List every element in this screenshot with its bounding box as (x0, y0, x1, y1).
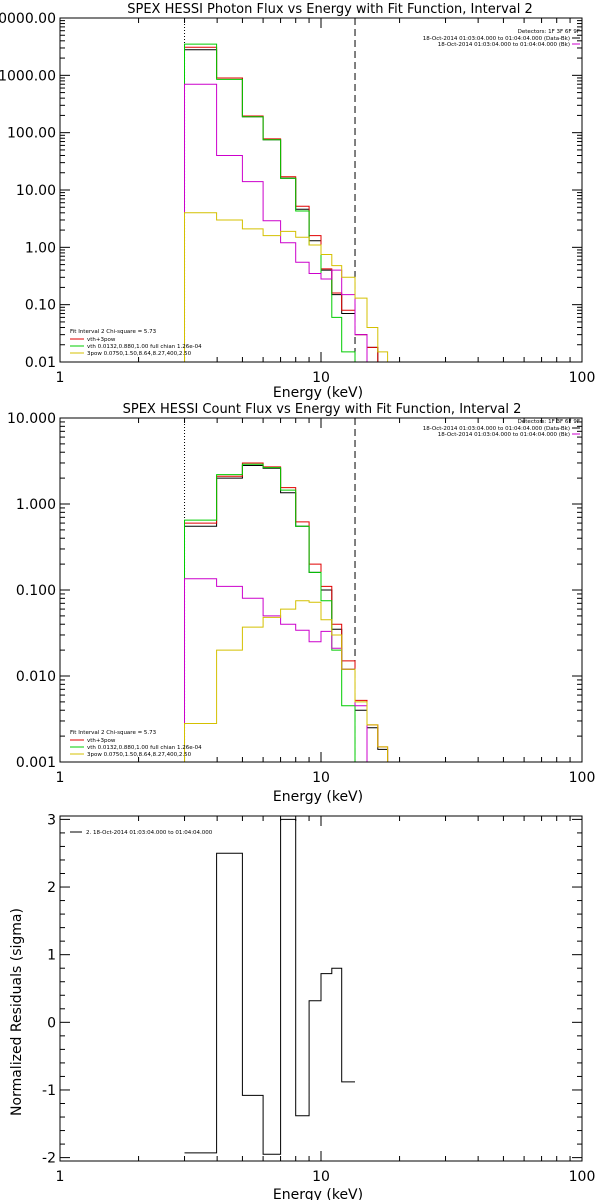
y-tick-label: 0.01 (25, 355, 56, 371)
series-thermal (184, 578, 368, 762)
legend: Fit Interval 2 Chi-square = 5.73 vth+3po… (70, 730, 202, 758)
legend-total-label: vth+3pow (87, 738, 116, 744)
series-bpow (184, 212, 389, 362)
legend-bpow-label: 3pow 0.0750,1.50,8.64,8.27,400,2.50 (87, 752, 192, 758)
series-total (184, 462, 389, 762)
series-data (184, 465, 389, 762)
x-tick-label: 10 (312, 370, 330, 386)
x-axis-label: Energy (keV) (273, 789, 363, 805)
axis-ticks: 1 10 100 10.000 1.000 0.100 0.010 0.001 (7, 411, 595, 786)
series-total (184, 46, 379, 362)
y-tick-label: -2 (42, 1151, 56, 1167)
data-interval-label: 18-Oct-2014 01:03:04.000 to 01:04:04.000… (423, 36, 570, 42)
legend-total-label: vth+3pow (87, 337, 116, 343)
y-tick-label: 0.100 (16, 583, 56, 599)
plot-area (184, 418, 389, 762)
axes-box (59, 17, 583, 363)
y-tick-label: 0.010 (16, 669, 56, 685)
legend-title: Fit Interval 2 Chi-square = 5.73 (70, 329, 157, 335)
legend-vth-label: vth 0.0132,0.880,1.00 full chian 1.26e-0… (87, 745, 202, 751)
x-axis-label: Energy (keV) (273, 385, 363, 401)
photon-flux-panel: SPEX HESSI Photon Flux vs Energy with Fi… (0, 2, 595, 401)
x-tick-label: 100 (569, 770, 596, 786)
bk-interval-label: 18-Oct-2014 01:03:04.000 to 01:04:04.000… (438, 432, 570, 438)
data-interval-label: 18-Oct-2014 01:03:04.000 to 01:04:04.000… (423, 426, 570, 432)
x-tick-label: 1 (56, 370, 65, 386)
plot-area (184, 18, 389, 362)
count-flux-panel: SPEX HESSI Count Flux vs Energy with Fit… (7, 402, 595, 805)
y-axis-label: Normalized Residuals (sigma) (9, 908, 25, 1116)
y-tick-label: 2 (47, 880, 56, 896)
bk-interval-label: 18-Oct-2014 01:03:04.000 to 01:04:04.000… (438, 42, 570, 48)
series-vth (184, 43, 356, 362)
x-axis-label: Energy (keV) (273, 1187, 363, 1200)
legend: 2. 18-Oct-2014 01:03:04.000 to 01:04:04.… (70, 830, 213, 836)
chart-title: SPEX HESSI Photon Flux vs Energy with Fi… (127, 2, 533, 17)
axes-box (59, 815, 583, 1162)
y-tick-label: 10.000 (7, 411, 56, 427)
y-tick-label: -1 (42, 1083, 56, 1099)
y-tick-label: 1 (47, 948, 56, 964)
y-tick-label: 1000.00 (0, 68, 56, 84)
y-tick-label: 0.001 (16, 755, 56, 771)
x-tick-label: 100 (569, 370, 596, 386)
x-tick-label: 10 (312, 1169, 330, 1185)
detectors-label: Detectors: 1F 3F 6F 9F (518, 419, 580, 425)
y-tick-label: 100.00 (7, 126, 56, 142)
header-text: Detectors: 1F 3F 6F 9F 18-Oct-2014 01:03… (423, 29, 580, 48)
legend: Fit Interval 2 Chi-square = 5.73 vth+3po… (70, 329, 202, 357)
y-tick-label: 0 (47, 1015, 56, 1031)
y-tick-label: 0.10 (25, 298, 56, 314)
series-data (184, 49, 379, 362)
y-tick-label: 1.000 (16, 497, 56, 513)
header-text: Detectors: 1F 3F 6F 9F 18-Oct-2014 01:03… (423, 419, 580, 438)
series-bpow (184, 600, 389, 762)
y-tick-label: 3 (47, 812, 56, 828)
x-tick-label: 10 (312, 770, 330, 786)
series-data (184, 818, 355, 1155)
y-tick-label: 10.00 (16, 183, 56, 199)
series-thermal (184, 83, 368, 362)
legend-vth-label: vth 0.0132,0.880,1.00 full chian 1.26e-0… (87, 344, 202, 350)
series-vth (184, 463, 356, 762)
x-tick-label: 100 (569, 1169, 596, 1185)
legend-bpow-label: 3pow 0.0750,1.50,8.64,8.27,400,2.50 (87, 351, 192, 357)
axes-box (59, 417, 583, 763)
legend-residual-label: 2. 18-Oct-2014 01:03:04.000 to 01:04:04.… (86, 830, 213, 836)
y-tick-label: 1.00 (25, 240, 56, 256)
legend-title: Fit Interval 2 Chi-square = 5.73 (70, 730, 157, 736)
x-tick-label: 1 (56, 770, 65, 786)
plot-area (184, 818, 355, 1155)
detectors-label: Detectors: 1F 3F 6F 9F (518, 29, 580, 35)
x-tick-label: 1 (56, 1169, 65, 1185)
chart-title: SPEX HESSI Count Flux vs Energy with Fit… (123, 402, 522, 417)
